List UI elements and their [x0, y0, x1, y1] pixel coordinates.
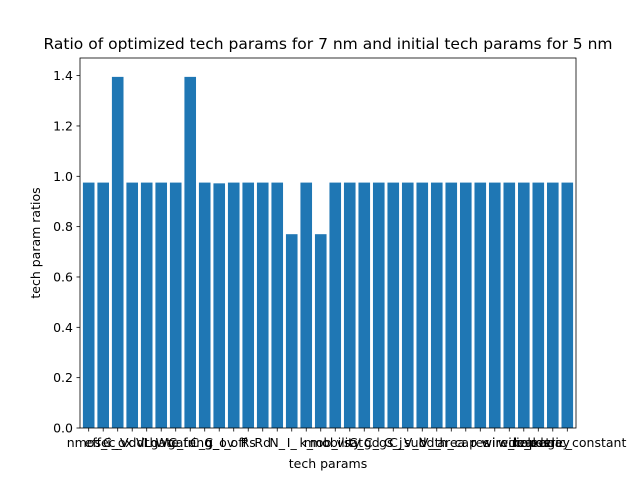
x-tick-label: Rs — [241, 435, 256, 450]
x-tick-label: effec_ — [85, 435, 123, 450]
bar — [140, 182, 153, 428]
x-tick-label: Vth — [136, 435, 157, 450]
y-tick-label: 0.0 — [53, 421, 73, 436]
y-tick-label: 1.2 — [53, 118, 73, 133]
x-tick-label: wire — [482, 435, 509, 450]
bar — [97, 182, 109, 428]
x-tick-label: Wgate — [155, 435, 196, 450]
bar — [459, 182, 472, 428]
x-tick-label: res — [471, 435, 490, 450]
bar — [372, 182, 385, 428]
x-tick-label: k_ — [299, 435, 313, 450]
x-tick-label: Vdd — [120, 435, 144, 450]
x-tick-label: V_dd_ — [404, 435, 442, 450]
bar — [300, 182, 313, 428]
x-tick-label: dielectric_constant — [508, 435, 626, 450]
bar — [358, 182, 371, 428]
x-tick-label: wire_cap — [482, 435, 537, 450]
x-tick-label: vsat — [337, 435, 364, 450]
bar — [227, 182, 240, 428]
x-tick-label: C_ox — [103, 435, 133, 450]
y-tick-label: 1.4 — [53, 68, 73, 83]
x-tick-label: C_gs — [364, 435, 393, 450]
x-tick-label: I_ — [287, 435, 298, 450]
x-tick-label: C_ov — [204, 435, 235, 450]
x-tick-label: wire_res — [498, 435, 550, 450]
x-tick-label: Lgate — [144, 435, 179, 450]
bar — [532, 182, 545, 428]
axes-frame — [79, 57, 577, 429]
bar — [242, 182, 255, 428]
bar — [213, 183, 226, 428]
bar — [329, 182, 342, 428]
x-tick-label: I_off — [221, 435, 248, 450]
bar — [198, 182, 211, 428]
chart-title: Ratio of optimized tech params for 7 nm … — [44, 35, 613, 53]
x-tick-label: mobility — [310, 435, 361, 450]
bar — [82, 182, 95, 428]
bar — [314, 234, 327, 428]
bar — [488, 182, 501, 428]
bar — [126, 182, 139, 428]
y-axis-label: tech param ratios — [28, 187, 43, 298]
x-tick-label: C_fring — [168, 435, 212, 450]
x-tick-label: V_th_ — [420, 435, 455, 450]
x-tick-label: N_ — [269, 435, 285, 450]
bar — [271, 182, 284, 428]
x-tick-label: C_gd — [349, 435, 380, 450]
bar — [503, 182, 516, 428]
bar — [256, 182, 269, 428]
bar — [517, 182, 530, 428]
bar — [343, 182, 356, 428]
bars-group — [82, 76, 574, 428]
bar — [445, 182, 458, 428]
bar — [169, 182, 182, 428]
x-tick-label: area — [437, 435, 465, 450]
x-tick-label: C_j — [384, 435, 402, 450]
bar — [561, 182, 574, 428]
bar — [285, 234, 298, 428]
bar — [416, 182, 429, 428]
x-tick-label: nmos_i — [67, 435, 111, 450]
x-axis-label: tech params — [289, 456, 367, 471]
x-tick-label: mob_ — [304, 435, 339, 450]
y-ticks: 0.0 0.2 0.4 0.6 0.8 1.0 1.2 1.4 — [53, 68, 80, 436]
bar — [155, 182, 168, 428]
x-tick-label: C_sub — [389, 435, 426, 450]
y-tick-label: 0.8 — [53, 219, 73, 234]
bar — [387, 182, 400, 428]
y-tick-label: 0.6 — [53, 269, 73, 284]
y-tick-label: 0.4 — [53, 320, 73, 335]
bar — [474, 182, 487, 428]
x-ticks: nmos_ieffec_C_oxVddVthLgateWgateC_fringC… — [67, 428, 626, 450]
x-tick-label: C_g_ — [190, 435, 220, 450]
bar — [184, 76, 197, 428]
bar — [111, 76, 124, 428]
bar — [401, 182, 414, 428]
x-tick-label: leakage — [514, 435, 563, 450]
y-tick-label: 0.2 — [53, 370, 73, 385]
x-tick-label: delay — [536, 435, 571, 450]
x-tick-label: cap — [455, 435, 478, 450]
y-tick-label: 1.0 — [53, 169, 73, 184]
x-tick-label: Rd — [254, 435, 271, 450]
bar — [430, 182, 443, 428]
bar — [546, 182, 559, 428]
